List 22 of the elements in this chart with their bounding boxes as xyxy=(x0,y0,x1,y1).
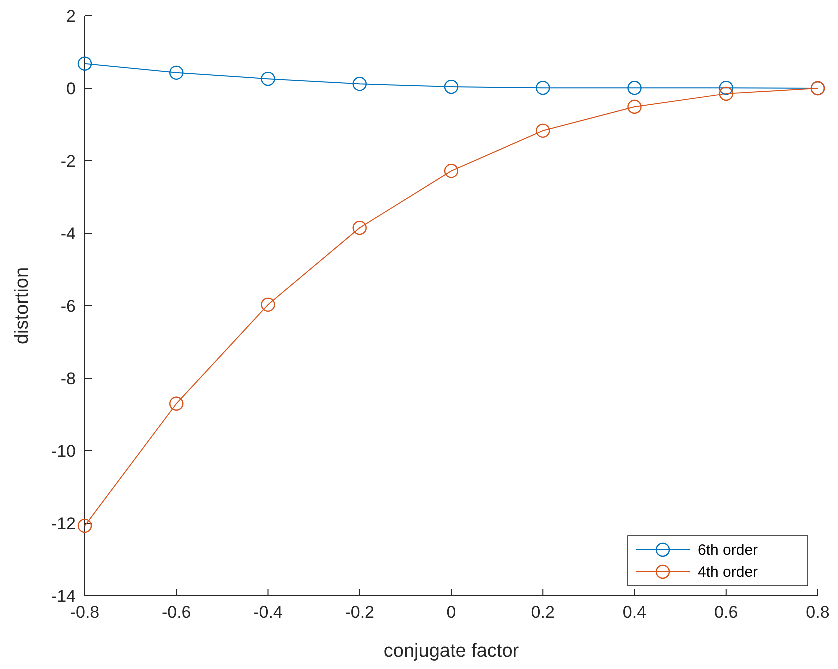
y-tick-label: 0 xyxy=(66,80,76,98)
y-tick-label: -2 xyxy=(60,152,76,171)
y-tick-label: -8 xyxy=(60,370,76,388)
y-tick-label: -10 xyxy=(51,442,76,461)
x-tick-label: -0.6 xyxy=(162,603,192,622)
y-tick-label: -12 xyxy=(51,514,76,534)
x-tick-label: 0.6 xyxy=(714,603,738,622)
legend-label: 6th order xyxy=(698,542,758,559)
x-tick-label: -0.8 xyxy=(70,603,100,622)
x-tick-label: -0.2 xyxy=(345,603,375,622)
y-axis-title: distortion xyxy=(12,267,33,345)
x-axis-title: conjugate factor xyxy=(384,641,520,662)
x-tick-label: -0.4 xyxy=(254,603,283,622)
x-tick-label: 0.4 xyxy=(622,603,647,622)
y-tick-label: -6 xyxy=(60,297,76,316)
x-tick-label: 0 xyxy=(446,603,456,622)
legend-label: 4th order xyxy=(698,564,758,581)
y-tick-label: -4 xyxy=(60,224,76,244)
x-tick-label: 0.2 xyxy=(531,603,555,622)
y-tick-label: 2 xyxy=(66,7,76,26)
y-tick-label: -14 xyxy=(51,587,76,606)
x-tick-label: 0.8 xyxy=(806,603,830,622)
